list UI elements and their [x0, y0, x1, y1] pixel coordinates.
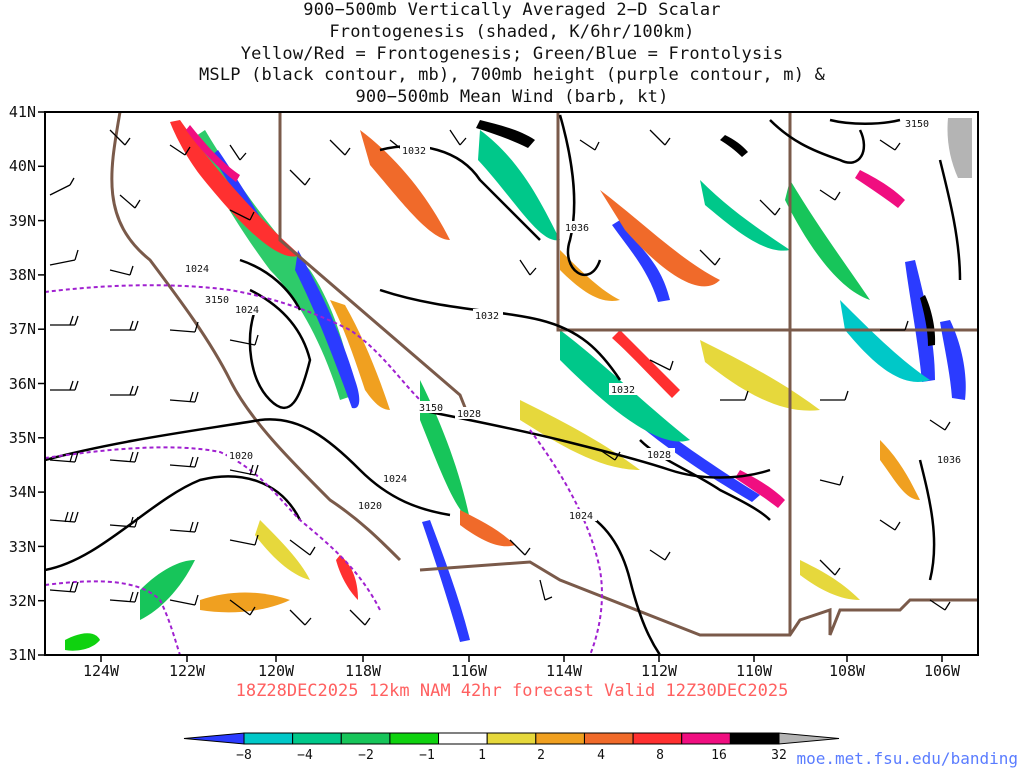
lon-label: 110W — [736, 662, 773, 680]
mslp-label: 1020 — [229, 451, 253, 462]
height-label: 3150 — [205, 295, 229, 306]
lon-label: 106W — [924, 662, 961, 680]
colorbar-label: 2 — [537, 748, 545, 763]
lat-label: 37N — [9, 320, 36, 338]
colorbar-label: −2 — [358, 748, 374, 763]
title-line-2: Frontogenesis (shaded, K/6hr/100km) — [329, 21, 695, 42]
height-contour-labels: 3150 3150 3150 — [203, 117, 933, 414]
height-label: 3150 — [419, 403, 443, 414]
title-line-1: 900−500mb Vertically Averaged 2−D Scalar — [303, 0, 721, 20]
mslp-label: 1024 — [235, 305, 259, 316]
colorbar-label: −1 — [419, 748, 435, 763]
colorbar-swatch — [340, 732, 391, 745]
colorbar-labels: −8 −4 −2 −1 1 2 4 8 16 32 — [236, 748, 787, 763]
mslp-label: 1020 — [358, 501, 382, 512]
lat-label: 34N — [9, 483, 36, 501]
colorbar-label: 16 — [711, 748, 727, 763]
lat-label: 36N — [9, 375, 36, 393]
lat-label: 33N — [9, 538, 36, 556]
mslp-label: 1032 — [611, 385, 635, 396]
lon-ticks — [100, 655, 943, 662]
colorbar-swatch — [583, 732, 634, 745]
height-700mb-contours — [45, 284, 603, 655]
colorbar-swatch — [183, 732, 245, 745]
title-line-4: MSLP (black contour, mb), 700mb height (… — [198, 65, 826, 86]
title-line-5: 900−500mb Mean Wind (barb, kt) — [355, 87, 669, 108]
colorbar-swatch — [389, 732, 440, 745]
lon-label: 124W — [83, 662, 120, 680]
map-plot-area: 1032 1036 1024 1024 1032 1028 1032 1028 … — [45, 112, 978, 655]
mslp-label: 1024 — [569, 511, 593, 522]
mslp-contours — [45, 114, 962, 655]
lat-ticks — [38, 111, 45, 656]
run-info: 18Z28DEC2025 12km NAM 42hr forecast Vali… — [235, 681, 789, 701]
colorbar-label: 1 — [478, 748, 486, 763]
lat-label: 41N — [9, 103, 36, 121]
title-block: 900−500mb Vertically Averaged 2−D Scalar… — [0, 0, 1024, 109]
mslp-label: 1032 — [475, 311, 499, 322]
colorbar-label: −8 — [236, 748, 252, 763]
mslp-contour-labels: 1032 1036 1024 1024 1032 1028 1032 1028 … — [183, 144, 965, 522]
colorbar-swatch — [292, 732, 342, 745]
title-line-3: Yellow/Red = Frontogenesis; Green/Blue =… — [240, 43, 784, 64]
mslp-label: 1024 — [383, 474, 407, 485]
colorbar-swatch — [486, 732, 537, 745]
lon-label: 114W — [546, 662, 583, 680]
colorbar-label: 4 — [597, 748, 605, 763]
height-label: 3150 — [905, 119, 929, 130]
colorbar-label: 8 — [656, 748, 664, 763]
lat-label: 31N — [9, 646, 36, 664]
colorbar-swatch — [243, 732, 294, 745]
lon-label: 112W — [641, 662, 678, 680]
lon-label: 116W — [451, 662, 488, 680]
colorbar-swatch — [778, 732, 840, 745]
colorbar-swatches — [183, 732, 840, 745]
mslp-label: 1028 — [457, 409, 481, 420]
mslp-label: 1028 — [647, 450, 671, 461]
colorbar-swatch — [535, 732, 585, 745]
colorbar-swatch — [632, 732, 683, 745]
colorbar-label: −4 — [297, 748, 313, 763]
lon-axis-labels: 124W 122W 120W 118W 116W 114W 112W 110W … — [83, 662, 961, 680]
mslp-label: 1032 — [402, 146, 426, 157]
lon-label: 122W — [169, 662, 206, 680]
mslp-label: 1024 — [185, 264, 209, 275]
colorbar-swatch — [729, 732, 780, 745]
colorbar-label: 32 — [771, 748, 787, 763]
lat-label: 39N — [9, 212, 36, 230]
lat-label: 40N — [9, 157, 36, 175]
mslp-label: 1036 — [937, 455, 961, 466]
wind-barbs — [49, 129, 951, 626]
lat-axis-labels: 41N 40N 39N 38N 37N 36N 35N 34N 33N 32N … — [9, 103, 36, 664]
lat-label: 32N — [9, 592, 36, 610]
lat-label: 35N — [9, 429, 36, 447]
colorbar-swatch — [681, 732, 731, 745]
lat-label: 38N — [9, 266, 36, 284]
lon-label: 118W — [345, 662, 382, 680]
colorbar-swatch — [438, 732, 488, 745]
mslp-label: 1036 — [565, 223, 589, 234]
site-url: moe.met.fsu.edu/banding — [796, 749, 1018, 768]
lon-label: 120W — [258, 662, 295, 680]
colorbar: −8 −4 −2 −1 1 2 4 8 16 32 — [183, 732, 840, 763]
lon-label: 108W — [829, 662, 866, 680]
